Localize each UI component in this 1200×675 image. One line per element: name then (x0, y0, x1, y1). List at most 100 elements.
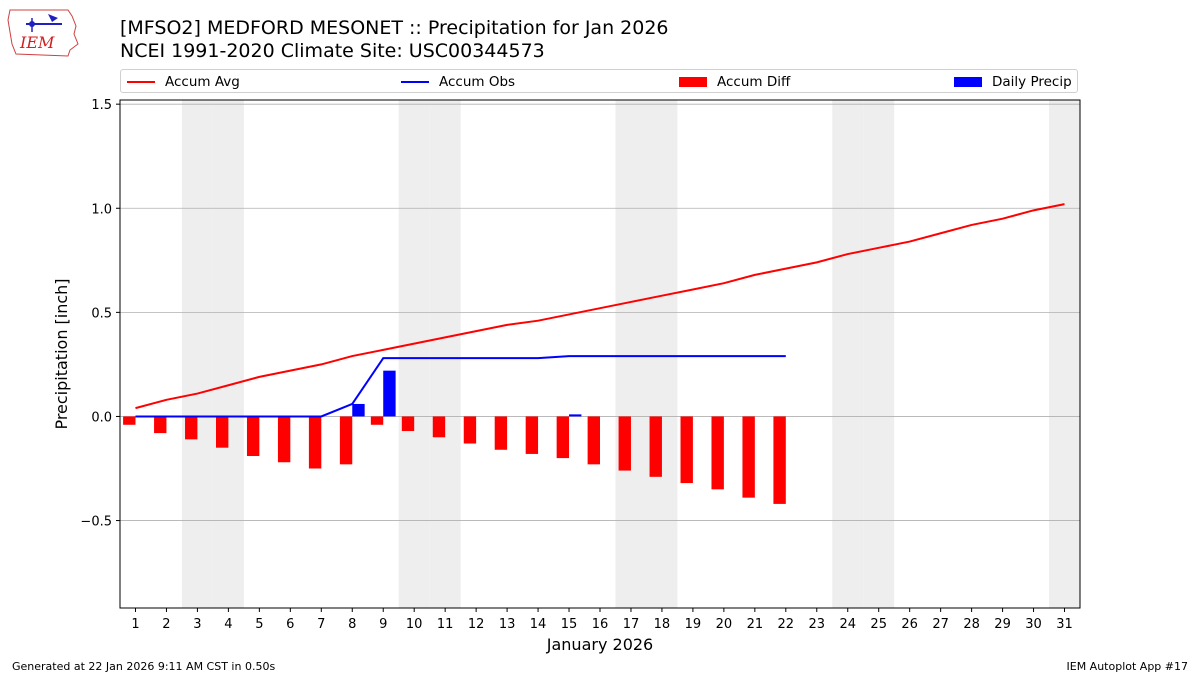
bars (123, 370, 786, 504)
legend: Accum Avg Accum Obs Accum Diff Daily Pre… (120, 69, 1078, 93)
y-tick-label: 1.5 (91, 98, 112, 113)
accum-diff-bar-7 (308, 416, 322, 469)
x-tick-label: 26 (901, 617, 918, 632)
legend-label-accum-diff: Accum Diff (717, 74, 791, 90)
x-tick-label: 30 (1025, 617, 1042, 632)
x-tick-label: 27 (932, 617, 949, 632)
legend-label-daily-precip: Daily Precip (992, 74, 1072, 90)
x-tick-label: 25 (870, 617, 887, 632)
accum-avg-line (135, 203, 1065, 410)
legend-item-accum-diff: Accum Diff (679, 73, 790, 91)
gridlines (120, 103, 1080, 521)
weekend-shade-24 (832, 100, 864, 608)
x-tick-label: 11 (437, 617, 454, 632)
weekend-shade-4 (212, 100, 244, 608)
y-tick-label: 0.5 (91, 306, 112, 321)
x-axis-label: January 2026 (546, 635, 653, 654)
x-tick-label: 3 (193, 617, 201, 632)
x-tick-label: 17 (623, 617, 640, 632)
logo-text: IEM (19, 33, 55, 52)
weekend-shade-10 (398, 100, 430, 608)
y-tick-label: −0.5 (80, 515, 112, 530)
x-tick-label: 15 (561, 617, 578, 632)
weekend-shading (181, 100, 1080, 608)
accum-diff-bar-8 (339, 416, 353, 465)
x-tick-label: 24 (839, 617, 856, 632)
weekend-shade-25 (863, 100, 895, 608)
legend-swatch-accum-diff (679, 77, 707, 87)
weekend-shade-11 (429, 100, 461, 608)
legend-item-daily-precip: Daily Precip (954, 73, 1072, 91)
y-tick-label: 1.0 (91, 202, 112, 217)
accum-diff-bar-19 (680, 416, 693, 484)
accum-diff-bar-16 (587, 416, 600, 465)
x-tick-label: 10 (406, 617, 423, 632)
y-tick-label: 0.0 (91, 410, 112, 425)
accum-diff-bar-22 (773, 416, 786, 504)
daily-precip-bar-15 (569, 414, 582, 417)
plot-frame (119, 99, 1081, 609)
legend-swatch-accum-obs (401, 81, 429, 83)
x-tick-label: 18 (654, 617, 671, 632)
accum-diff-bar-17 (618, 416, 631, 471)
x-tick-label: 22 (778, 617, 795, 632)
x-tick-label: 19 (685, 617, 702, 632)
accum-diff-bar-2 (154, 416, 167, 434)
daily-precip-bar-8 (352, 403, 365, 417)
accum-diff-bar-15 (556, 416, 570, 459)
legend-swatch-accum-avg (127, 81, 155, 83)
chart-title: [MFSO2] MEDFORD MESONET :: Precipitation… (120, 17, 669, 39)
x-tick-label: 4 (224, 617, 232, 632)
accum-obs-line (135, 355, 786, 418)
x-tick-label: 6 (286, 617, 294, 632)
x-tick-label: 31 (1056, 617, 1073, 632)
accum-diff-bar-6 (277, 416, 291, 463)
x-tick-label: 9 (379, 617, 387, 632)
accum-diff-bar-18 (649, 416, 662, 477)
accum-diff-bar-20 (711, 416, 724, 490)
x-tick-label: 7 (317, 617, 325, 632)
accum-diff-bar-5 (246, 416, 260, 457)
x-tick-label: 5 (255, 617, 263, 632)
weekend-shade-17 (615, 100, 647, 608)
accum-diff-bar-3 (185, 416, 198, 440)
accum-diff-bar-12 (463, 416, 477, 444)
accum-diff-bar-1 (123, 416, 136, 425)
weather-vane-icon (48, 14, 58, 22)
x-tick-label: 20 (716, 617, 733, 632)
legend-swatch-daily-precip (954, 77, 982, 87)
x-tick-label: 12 (468, 617, 485, 632)
x-tick-label: 16 (592, 617, 609, 632)
legend-label-accum-avg: Accum Avg (165, 74, 240, 90)
x-tick-label: 29 (994, 617, 1011, 632)
accum-diff-bar-13 (494, 416, 508, 450)
iem-logo: IEM (7, 9, 79, 57)
x-tick-label: 21 (747, 617, 764, 632)
accum-diff-bar-21 (742, 416, 755, 498)
x-tick-label: 8 (348, 617, 356, 632)
legend-label-accum-obs: Accum Obs (439, 74, 516, 90)
iowa-outline-icon (7, 9, 79, 57)
weekend-shade-3 (181, 100, 213, 608)
chart-subtitle: NCEI 1991-2020 Climate Site: USC00344573 (120, 40, 545, 62)
weekend-shade-18 (646, 100, 678, 608)
x-tick-label: 13 (499, 617, 516, 632)
accum-diff-bar-9 (370, 416, 384, 425)
x-tick-label: 14 (530, 617, 547, 632)
footer-app: IEM Autoplot App #17 (1066, 660, 1189, 673)
x-tick-label: 1 (131, 617, 139, 632)
accum-diff-bar-10 (401, 416, 415, 432)
x-tick-label: 23 (809, 617, 826, 632)
x-tick-label: 2 (162, 617, 170, 632)
legend-item-accum-obs: Accum Obs (401, 73, 515, 91)
accum-diff-bar-11 (432, 416, 446, 438)
accum-diff-bar-4 (216, 416, 229, 448)
series-lines (135, 203, 1065, 418)
weekend-shade-31 (1049, 100, 1080, 608)
accum-diff-bar-14 (525, 416, 539, 454)
footer-generated: Generated at 22 Jan 2026 9:11 AM CST in … (12, 660, 276, 673)
x-tick-label: 28 (963, 617, 980, 632)
y-axis-label: Precipitation [inch] (52, 278, 71, 429)
daily-precip-bar-9 (383, 370, 396, 417)
